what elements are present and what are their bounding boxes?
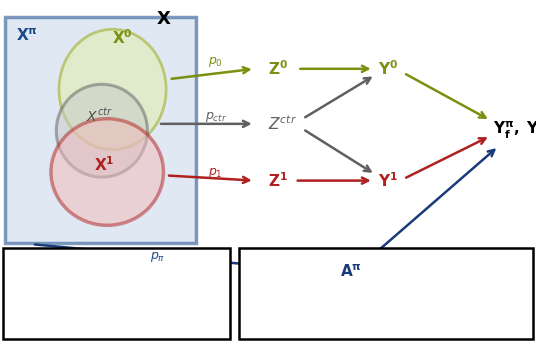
Text: $\mathbf{A^{\pi}}$: $\mathbf{A^{\pi}}$ bbox=[340, 264, 362, 280]
Text: $\mathbf{X}$: $\mathbf{X}$ bbox=[156, 10, 171, 28]
Ellipse shape bbox=[59, 29, 166, 150]
Text: $p_{\pi}$: $p_{\pi}$ bbox=[150, 250, 166, 264]
Text: $Z^{ctr} \sim p_{ctr}(X^{ctr})$: $Z^{ctr} \sim p_{ctr}(X^{ctr})$ bbox=[72, 310, 161, 328]
Text: $\mathit{X^{ctr}}$: $\mathit{X^{ctr}}$ bbox=[86, 106, 113, 124]
Text: $Y_{cf}^{\pi} := A^{\pi} * Y^0 + (1 - A^{\pi}) * Y^1$: $Y_{cf}^{\pi} := A^{\pi} * Y^0 + (1 - A^… bbox=[255, 308, 425, 328]
Ellipse shape bbox=[51, 119, 163, 225]
Text: $\mathbf{X^1}$: $\mathbf{X^1}$ bbox=[94, 156, 115, 174]
Text: $p_0$: $p_0$ bbox=[208, 55, 223, 69]
Text: $\mathbf{Z^1}$: $\mathbf{Z^1}$ bbox=[268, 171, 288, 190]
Text: $\mathbf{Y^0}$: $\mathbf{Y^0}$ bbox=[378, 60, 398, 78]
Ellipse shape bbox=[56, 84, 147, 177]
Text: $\mathbf{Y_f^{\pi},\ Y_{cf}^{\pi}}$: $\mathbf{Y_f^{\pi},\ Y_{cf}^{\pi}}$ bbox=[493, 120, 536, 141]
Text: $Y^a := Z^{ctr} + Z^a$: $Y^a := Z^{ctr} + Z^a$ bbox=[255, 256, 346, 272]
Text: $\mathbf{X^{\pi}}$: $\mathbf{X^{\pi}}$ bbox=[16, 28, 38, 44]
FancyBboxPatch shape bbox=[3, 248, 230, 339]
Text: $\mathbf{X^0}$: $\mathbf{X^0}$ bbox=[112, 29, 132, 47]
Text: $A^{\pi} \sim \pi(X^{\pi})$: $A^{\pi} \sim \pi(X^{\pi})$ bbox=[85, 258, 148, 273]
Text: $\mathbf{Y^1}$: $\mathbf{Y^1}$ bbox=[378, 171, 398, 190]
Text: $Z^{ctr}$: $Z^{ctr}$ bbox=[268, 115, 297, 133]
Text: $\mathbf{Z^0}$: $\mathbf{Z^0}$ bbox=[268, 60, 288, 78]
Text: $p_{ctr}$: $p_{ctr}$ bbox=[205, 110, 227, 124]
Text: $Y_f^{\pi} := A^{\pi} * Y^1 + (1 - A^{\pi}) * Y^0$: $Y_f^{\pi} := A^{\pi} * Y^1 + (1 - A^{\p… bbox=[255, 282, 423, 302]
Text: $p_1$: $p_1$ bbox=[208, 166, 222, 180]
FancyBboxPatch shape bbox=[5, 17, 196, 243]
FancyBboxPatch shape bbox=[239, 248, 533, 339]
Text: $Z^a \sim p_a(X^a)$: $Z^a \sim p_a(X^a)$ bbox=[81, 284, 152, 301]
